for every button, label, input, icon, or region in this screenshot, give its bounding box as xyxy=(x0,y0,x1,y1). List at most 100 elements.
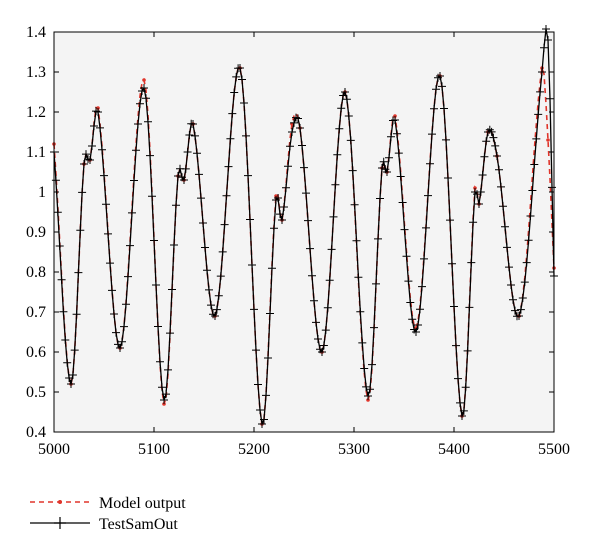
testsamout-point xyxy=(67,380,75,388)
testsamout-point xyxy=(538,68,546,76)
testsamout-point xyxy=(256,406,264,414)
testsamout-point xyxy=(398,198,407,207)
x-tick-label: 5300 xyxy=(338,441,370,458)
testsamout-point xyxy=(532,134,541,143)
testsamout-point xyxy=(70,346,79,355)
testsamout-point xyxy=(122,300,130,309)
testsamout-point xyxy=(430,104,438,113)
testsamout-point xyxy=(164,365,172,374)
testsamout-point xyxy=(272,196,280,204)
testsamout-point xyxy=(440,104,448,113)
testsamout-point xyxy=(270,224,278,233)
testsamout-point xyxy=(286,142,294,151)
testsamout-point xyxy=(412,328,420,336)
testsamout-point xyxy=(203,266,211,275)
y-tick-label: 0.9 xyxy=(26,224,46,241)
testsamout-point xyxy=(290,118,298,127)
testsamout-point xyxy=(454,374,462,383)
testsamout-point xyxy=(51,176,60,185)
testsamout-point xyxy=(482,137,491,146)
testsamout-point xyxy=(374,234,382,243)
testsamout-point xyxy=(242,131,250,140)
testsamout-point xyxy=(495,165,503,174)
testsamout-point xyxy=(284,162,292,171)
testsamout-point xyxy=(428,130,436,139)
testsamout-point xyxy=(364,392,372,400)
testsamout-point xyxy=(193,149,201,158)
legend-entry-model-output: Model output xyxy=(30,495,186,512)
testsamout-point xyxy=(236,64,244,72)
testsamout-point xyxy=(124,272,132,281)
testsamout-point xyxy=(546,94,554,103)
testsamout-point xyxy=(248,261,256,269)
testsamout-point xyxy=(152,281,160,289)
testsamout-point xyxy=(394,149,403,158)
testsamout-point xyxy=(102,200,110,209)
y-tick-label: 1 xyxy=(38,184,46,201)
testsamout-point xyxy=(282,183,290,192)
testsamout-point xyxy=(63,358,72,367)
testsamout-point xyxy=(185,131,194,139)
testsamout-point xyxy=(480,152,489,161)
testsamout-point xyxy=(358,338,367,347)
x-tick-label: 5200 xyxy=(238,441,270,458)
testsamout-point xyxy=(112,328,120,337)
testsamout-point xyxy=(266,309,274,318)
testsamout-point xyxy=(469,218,478,227)
testsamout-point xyxy=(540,43,548,52)
testsamout-point xyxy=(520,278,529,287)
testsamout-point xyxy=(140,84,148,92)
testsamout-point xyxy=(168,285,176,294)
plot-area xyxy=(54,32,554,432)
testsamout-point xyxy=(337,104,346,113)
testsamout-point xyxy=(379,157,388,166)
testsamout-point xyxy=(238,75,246,84)
legend-marker-testsamout xyxy=(54,517,66,529)
testsamout-point xyxy=(360,364,369,373)
testsamout-point xyxy=(108,286,116,295)
testsamout-point xyxy=(118,337,126,346)
testsamout-point xyxy=(174,172,182,180)
testsamout-point xyxy=(294,114,302,123)
testsamout-point xyxy=(452,341,460,350)
model-output-point xyxy=(142,78,146,82)
testsamout-point xyxy=(148,192,156,201)
testsamout-point xyxy=(348,166,357,175)
testsamout-point xyxy=(240,99,248,107)
testsamout-point xyxy=(209,310,217,319)
testsamout-point xyxy=(55,242,64,250)
testsamout-point xyxy=(144,117,152,126)
testsamout-point xyxy=(418,282,426,291)
testsamout-point xyxy=(534,110,543,119)
testsamout-point xyxy=(372,279,380,288)
testsamout-point xyxy=(499,202,507,211)
testsamout-point xyxy=(134,120,142,128)
testsamout-point xyxy=(370,323,378,332)
testsamout-point xyxy=(86,156,94,164)
testsamout-point xyxy=(250,305,258,314)
testsamout-point xyxy=(323,303,332,312)
testsamout-point xyxy=(53,208,62,217)
testsamout-point xyxy=(518,294,527,302)
testsamout-point xyxy=(465,303,474,312)
testsamout-point xyxy=(302,189,310,198)
x-tick-label: 5000 xyxy=(38,441,70,458)
testsamout-point xyxy=(120,322,128,331)
testsamout-point xyxy=(548,183,556,192)
testsamout-point xyxy=(90,122,98,130)
testsamout-point xyxy=(68,371,77,379)
testsamout-point xyxy=(497,182,505,191)
testsamout-point xyxy=(392,129,401,138)
testsamout-point xyxy=(288,128,296,136)
testsamout-point xyxy=(321,326,330,335)
testsamout-point xyxy=(226,134,235,143)
testsamout-point xyxy=(329,212,338,221)
testsamout-point xyxy=(104,229,112,238)
testsamout-point xyxy=(96,123,104,132)
testsamout-point xyxy=(244,171,252,180)
testsamout-point xyxy=(110,310,118,318)
testsamout-point xyxy=(78,188,87,197)
testsamout-point xyxy=(528,186,537,195)
testsamout-markers xyxy=(50,25,558,428)
testsamout-point xyxy=(166,329,174,338)
